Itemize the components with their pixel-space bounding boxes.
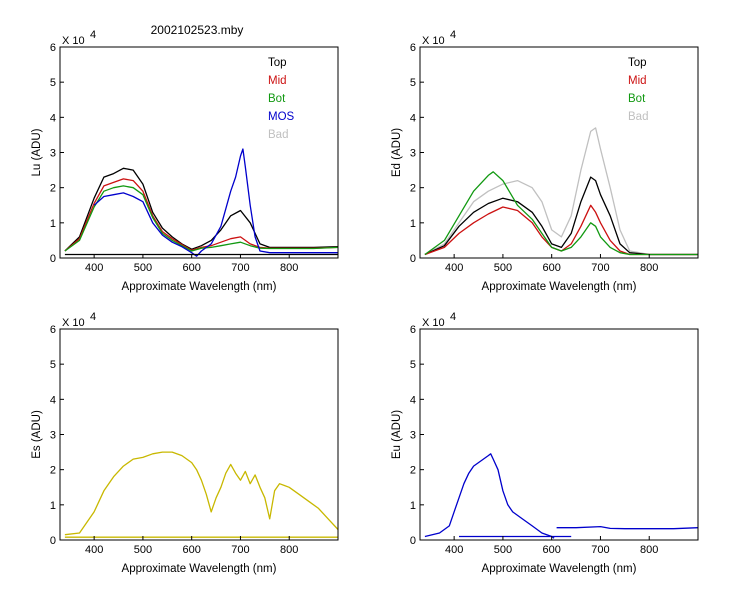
lu-legend-mos: MOS <box>268 111 295 123</box>
eu-plot-frame <box>419 328 699 541</box>
ed-xtick-label: 800 <box>640 262 658 274</box>
es-xtick-label: 700 <box>231 544 249 556</box>
figure-title: 2002102523.mby <box>151 23 244 37</box>
lu-ytick-label: 2 <box>50 183 56 195</box>
es-series-es <box>64 451 339 536</box>
ed-xtick-label: 600 <box>543 262 561 274</box>
ed-legend-top: Top <box>628 57 647 69</box>
eu-series-eu-red <box>556 525 699 530</box>
es-xtick-label: 800 <box>280 544 298 556</box>
ed-series-bot <box>424 171 698 256</box>
lu-xtick-label: 800 <box>280 262 298 274</box>
lu-legend-mid: Mid <box>268 75 287 87</box>
lu-ytick-label: 0 <box>50 253 56 265</box>
eu-xtick-label: 500 <box>494 544 512 556</box>
es-ytick-label: 1 <box>50 500 56 512</box>
ed-plot-frame <box>419 46 699 259</box>
eu-ytick-label: 2 <box>410 465 416 477</box>
lu-ylabel: Lu (ADU) <box>31 128 43 176</box>
lu-xtick-label: 500 <box>134 262 152 274</box>
es-xtick-label: 500 <box>134 544 152 556</box>
lu-series-mos <box>93 148 338 257</box>
lu-series-bot <box>64 185 339 252</box>
ed-legend-bad: Bad <box>628 111 648 123</box>
lu-exponent-label: X 10 <box>62 35 85 47</box>
ed-xtick-label: 500 <box>494 262 512 274</box>
ed-ytick-label: 4 <box>410 112 416 124</box>
eu-ylabel: Eu (ADU) <box>391 410 403 459</box>
ed-xtick-label: 700 <box>591 262 609 274</box>
lu-exponent-power: 4 <box>90 29 96 41</box>
lu-plot-frame <box>59 46 339 259</box>
eu-ytick-label: 5 <box>410 359 416 371</box>
lu-xtick-label: 600 <box>183 262 201 274</box>
ed-ytick-label: 5 <box>410 77 416 89</box>
ed-ytick-label: 2 <box>410 183 416 195</box>
lu-series-mid <box>64 178 339 252</box>
lu-ytick-label: 6 <box>50 42 56 54</box>
es-ylabel: Es (ADU) <box>31 410 43 459</box>
es-xtick-label: 400 <box>85 544 103 556</box>
eu-exponent-label: X 10 <box>422 317 445 329</box>
es-ytick-label: 0 <box>50 535 56 547</box>
es-plot-frame <box>59 328 339 541</box>
ed-xtick-label: 400 <box>445 262 463 274</box>
ed-series-bad <box>424 127 698 256</box>
ed-ytick-label: 0 <box>410 253 416 265</box>
eu-xtick-label: 800 <box>640 544 658 556</box>
eu-xlabel: Approximate Wavelength (nm) <box>482 563 637 575</box>
es-ytick-label: 6 <box>50 324 56 336</box>
lu-legend-bad: Bad <box>268 129 288 141</box>
eu-xtick-label: 600 <box>543 544 561 556</box>
eu-ytick-label: 4 <box>410 394 416 406</box>
lu-xtick-label: 400 <box>85 262 103 274</box>
lu-xtick-label: 700 <box>231 262 249 274</box>
ed-xlabel: Approximate Wavelength (nm) <box>482 281 637 293</box>
eu-ytick-label: 3 <box>410 430 416 442</box>
ed-legend-mid: Mid <box>628 75 647 87</box>
eu-ytick-label: 6 <box>410 324 416 336</box>
lu-xlabel: Approximate Wavelength (nm) <box>122 281 277 293</box>
es-ytick-label: 3 <box>50 430 56 442</box>
eu-xtick-label: 400 <box>445 544 463 556</box>
lu-legend-bot: Bot <box>268 93 286 105</box>
eu-ytick-label: 0 <box>410 535 416 547</box>
es-ytick-label: 4 <box>50 394 56 406</box>
lu-legend-top: Top <box>268 57 287 69</box>
lu-ytick-label: 3 <box>50 148 56 160</box>
ed-legend-bot: Bot <box>628 93 646 105</box>
ed-ytick-label: 3 <box>410 148 416 160</box>
ed-ytick-label: 6 <box>410 42 416 54</box>
lu-ytick-label: 1 <box>50 218 56 230</box>
lu-ytick-label: 5 <box>50 77 56 89</box>
es-xtick-label: 600 <box>183 544 201 556</box>
ed-exponent-power: 4 <box>450 29 456 41</box>
ed-series-top <box>424 176 698 256</box>
es-exponent-power: 4 <box>90 311 96 323</box>
ed-ylabel: Ed (ADU) <box>391 128 403 177</box>
lu-series-top <box>64 167 339 252</box>
es-exponent-label: X 10 <box>62 317 85 329</box>
es-ytick-label: 5 <box>50 359 56 371</box>
eu-series-eu <box>424 453 555 539</box>
es-ytick-label: 2 <box>50 465 56 477</box>
eu-ytick-label: 1 <box>410 500 416 512</box>
eu-xtick-label: 700 <box>591 544 609 556</box>
ed-ytick-label: 1 <box>410 218 416 230</box>
lu-ytick-label: 4 <box>50 112 56 124</box>
ed-series-mid <box>424 204 698 256</box>
es-xlabel: Approximate Wavelength (nm) <box>122 563 277 575</box>
eu-exponent-power: 4 <box>450 311 456 323</box>
ed-exponent-label: X 10 <box>422 35 445 47</box>
